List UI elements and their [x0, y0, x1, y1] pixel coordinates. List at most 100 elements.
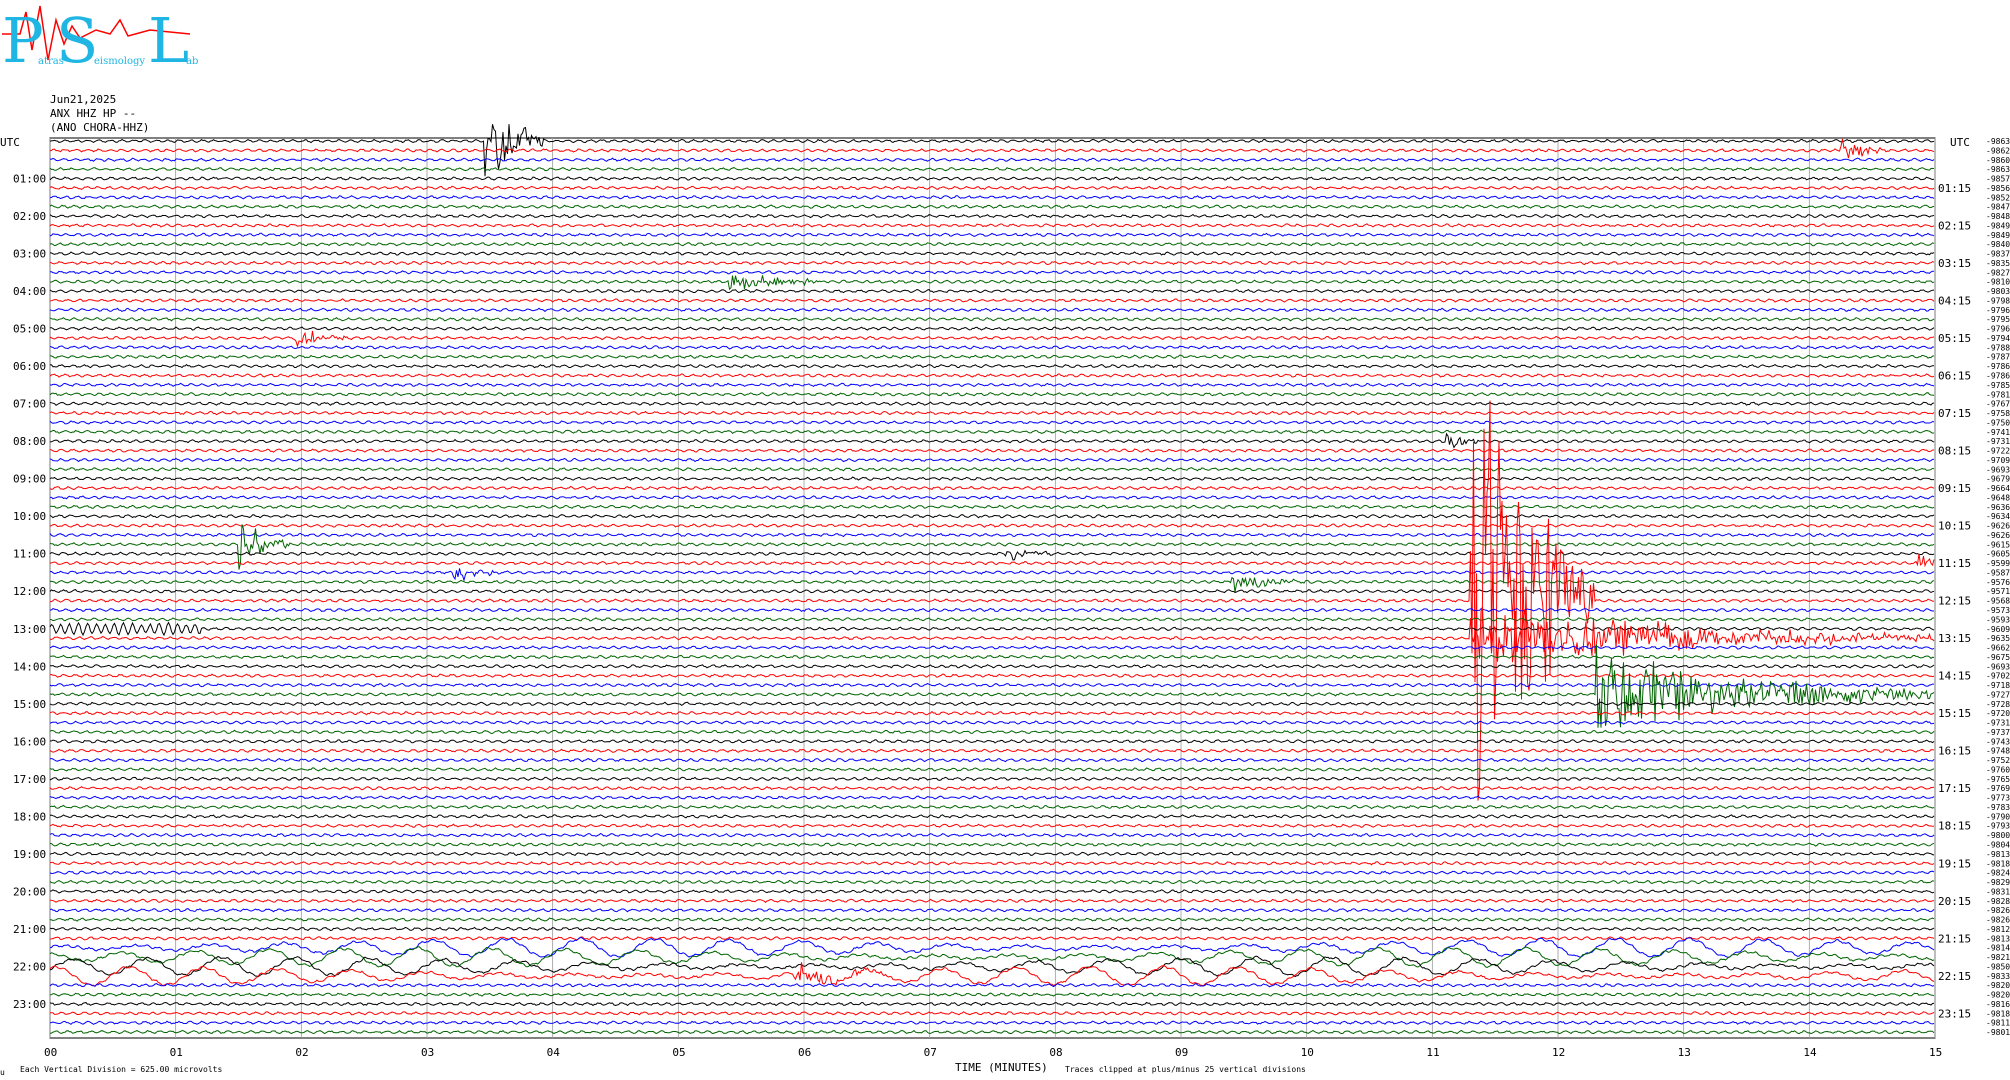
left-hour-label-4: 04:00	[13, 285, 46, 298]
trace-row-62	[49, 720, 1935, 725]
x-tick-07: 07	[924, 1046, 937, 1059]
trace-row-89	[49, 962, 1935, 987]
trace-offset-95: -9801	[1986, 1028, 2010, 1037]
trace-row-65	[49, 748, 1935, 753]
trace-row-70	[49, 795, 1935, 800]
x-tick-06: 06	[798, 1046, 811, 1059]
trace-offset-53: -9635	[1986, 634, 2010, 643]
trace-offset-13: -9835	[1986, 259, 2010, 268]
right-hour-label-6: 06:15	[1938, 370, 1971, 383]
trace-offset-6: -9852	[1986, 193, 2010, 202]
trace-offset-67: -9760	[1986, 765, 2010, 774]
right-hour-label-20: 20:15	[1938, 895, 1971, 908]
trace-row-23	[49, 354, 1935, 359]
trace-row-85	[49, 936, 1935, 941]
trace-offset-57: -9702	[1986, 672, 2010, 681]
left-hour-label-5: 05:00	[13, 323, 46, 336]
trace-row-17	[49, 298, 1935, 303]
trace-offset-7: -9847	[1986, 203, 2010, 212]
trace-offset-33: -9722	[1986, 447, 2010, 456]
trace-offset-31: -9741	[1986, 428, 2010, 437]
trace-offset-19: -9795	[1986, 315, 2010, 324]
trace-row-24	[49, 363, 1934, 369]
trace-row-4	[49, 176, 1935, 181]
trace-row-83	[49, 917, 1935, 922]
trace-offset-42: -9626	[1986, 531, 2010, 540]
trace-row-59	[49, 644, 1935, 728]
right-hour-label-16: 16:15	[1938, 745, 1971, 758]
trace-offset-87: -9821	[1986, 953, 2010, 962]
trace-row-63	[49, 729, 1935, 735]
logo-word-1: atras	[38, 56, 64, 67]
trace-row-84	[49, 926, 1935, 932]
x-tick-01: 01	[170, 1046, 183, 1059]
trace-offset-4: -9857	[1986, 175, 2010, 184]
trace-offset-68: -9765	[1986, 775, 2010, 784]
right-hour-label-10: 10:15	[1938, 520, 1971, 533]
x-axis-label: TIME (MINUTES)	[955, 1061, 1048, 1074]
trace-offset-78: -9824	[1986, 869, 2010, 878]
left-hour-label-20: 20:00	[13, 885, 46, 898]
trace-row-54	[49, 645, 1935, 650]
trace-offset-29: -9758	[1986, 409, 2010, 418]
trace-row-2	[49, 157, 1935, 162]
logo-wave-icon	[2, 5, 191, 61]
left-hour-label-17: 17:00	[13, 773, 46, 786]
trace-row-46	[49, 568, 1935, 582]
trace-row-28	[49, 401, 1935, 406]
right-hour-label-8: 08:15	[1938, 445, 1971, 458]
right-hour-label-14: 14:15	[1938, 670, 1971, 683]
left-hour-label-7: 07:00	[13, 398, 46, 411]
left-hour-label-15: 15:00	[13, 698, 46, 711]
trace-offset-47: -9576	[1986, 578, 2010, 587]
right-hour-label-4: 04:15	[1938, 294, 1971, 307]
trace-offset-24: -9786	[1986, 362, 2010, 371]
trace-offset-72: -9790	[1986, 812, 2010, 821]
trace-row-86	[49, 936, 1935, 958]
trace-offset-84: -9812	[1986, 925, 2010, 934]
trace-offset-36: -9679	[1986, 475, 2010, 484]
left-hour-label-22: 22:00	[13, 960, 46, 973]
trace-row-11	[49, 241, 1935, 247]
trace-offset-64: -9743	[1986, 737, 2010, 746]
left-hour-label-10: 10:00	[13, 510, 46, 523]
trace-row-81	[50, 898, 1934, 903]
trace-offset-58: -9718	[1986, 681, 2010, 690]
right-hour-label-23: 23:15	[1938, 1007, 1971, 1020]
trace-offset-85: -9813	[1986, 934, 2010, 943]
trace-row-66	[49, 757, 1935, 763]
trace-offset-44: -9605	[1986, 550, 2010, 559]
trace-row-53	[49, 606, 1935, 663]
trace-offset-61: -9720	[1986, 709, 2010, 718]
trace-row-79	[49, 879, 1935, 885]
x-tick-03: 03	[421, 1046, 434, 1059]
right-hour-label-2: 02:15	[1938, 219, 1971, 232]
x-tick-04: 04	[547, 1046, 561, 1059]
left-hour-label-9: 09:00	[13, 473, 46, 486]
trace-row-68	[49, 776, 1935, 782]
trace-row-19	[49, 317, 1935, 322]
right-hour-label-18: 18:15	[1938, 820, 1971, 833]
trace-row-36	[49, 476, 1934, 481]
clip-note: Traces clipped at plus/minus 25 vertical…	[1065, 1065, 1306, 1074]
trace-row-22	[49, 345, 1934, 350]
right-hour-label-5: 05:15	[1938, 332, 1971, 345]
trace-offset-62: -9731	[1986, 719, 2010, 728]
trace-row-16	[49, 288, 1935, 294]
trace-offset-3: -9863	[1986, 165, 2010, 174]
trace-row-38	[50, 495, 1935, 500]
left-hour-label-19: 19:00	[13, 848, 46, 861]
trace-row-52	[49, 621, 1935, 637]
trace-offset-70: -9773	[1986, 794, 2010, 803]
trace-offset-40: -9634	[1986, 512, 2010, 521]
trace-row-15	[49, 275, 1935, 291]
trace-row-50	[49, 607, 1934, 613]
right-hour-label-21: 21:15	[1938, 932, 1971, 945]
trace-row-71	[49, 804, 1935, 810]
trace-offset-48: -9571	[1986, 587, 2010, 596]
trace-offset-17: -9798	[1986, 296, 2010, 305]
trace-offset-26: -9785	[1986, 381, 2010, 390]
trace-offset-56: -9693	[1986, 662, 2010, 671]
trace-row-47	[49, 576, 1935, 593]
trace-row-41	[49, 523, 1934, 528]
